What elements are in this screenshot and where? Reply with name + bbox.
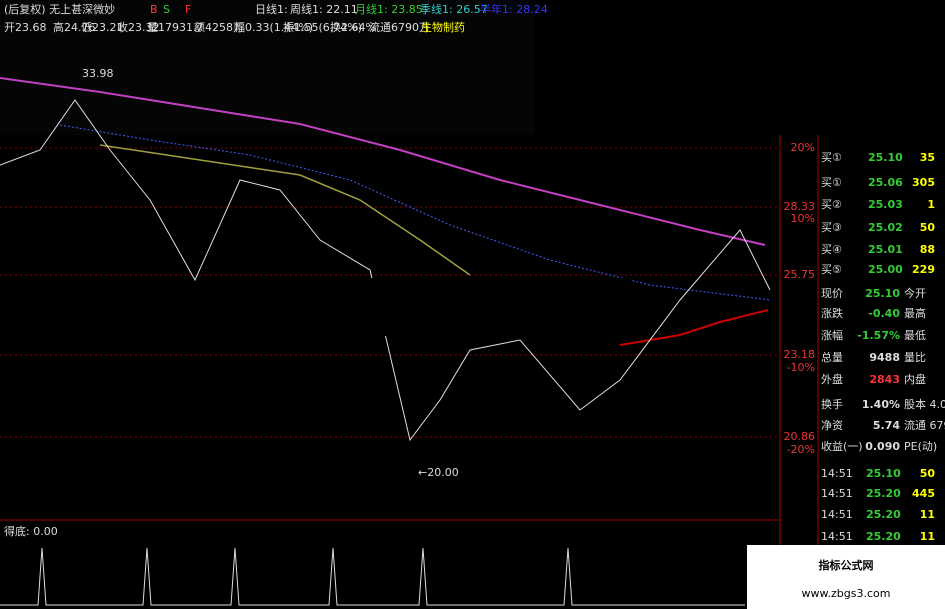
indicator-label: 得底: 0.00 [4,524,58,538]
stat: 生物制药 [421,20,465,34]
book-label: 买① [821,176,842,189]
ma-value: 季线1: 26.57 [420,2,488,16]
stat: 收23.32 [117,20,160,34]
quote-label: PE(动) [904,440,937,453]
trade-price: 25.10 [866,467,901,480]
trade-time: 14:51 [821,467,853,480]
axis-label: 28.33 [784,200,816,213]
book-volume: 35 [920,151,935,164]
annotation: 33.98 [82,67,114,80]
quote-value: 0.090 [865,440,900,453]
trade-price: 25.20 [866,487,901,500]
axis-label: 20.86 [784,430,816,443]
trade-volume: 11 [920,530,935,543]
quote-label: 收益(一) [821,439,863,453]
ma-value: 日线1: - [255,2,295,16]
trade-volume: 445 [912,487,935,500]
quote-label: 最高 [904,306,926,320]
quote-label: 股本 4.0 [904,397,945,411]
ma-value: 半年1: 28.24 [480,2,548,16]
book-label: 买④ [821,243,842,256]
watermark-title: 指标公式网 [819,558,874,572]
book-price: 25.06 [868,176,903,189]
indicator-line [0,547,745,606]
book-label: 买① [821,151,842,164]
quote-label: 涨跌 [821,306,843,320]
annotation: ←20.00 [418,466,459,479]
watermark-box [747,545,945,609]
book-volume: 1 [927,198,935,211]
stat: 额4258万 [194,21,244,34]
stat: 低23.21 [81,21,124,34]
ma-line [0,77,766,246]
quote-value: 9488 [869,351,900,364]
book-price: 25.03 [868,198,903,211]
ma-value: 周线1: 22.11 [290,2,358,16]
book-label: 买⑤ [821,263,842,276]
quote-label: 总量 [821,350,843,364]
quote-value: 5.74 [873,419,900,432]
stat: 换2.64% [330,20,376,34]
axis-label: 23.18 [784,348,816,361]
quote-label: 净资 [821,418,843,432]
quote-label: 现价 [821,287,843,300]
book-volume: 229 [912,263,935,276]
book-price: 25.00 [868,263,903,276]
ma-line [59,124,771,301]
trade-time: 14:51 [821,508,853,521]
quote-label: 外盘 [821,372,843,386]
quote-label: 今开 [904,286,926,300]
book-volume: 50 [920,221,936,234]
axis-label: 25.75 [784,268,816,281]
stat: 振1.55(6.74%) [283,20,362,34]
axis-label: -20% [787,443,815,456]
price-path [0,99,771,442]
flag: F [185,3,191,16]
quote-label: 最低 [904,329,926,342]
quote-value: 1.40% [862,398,900,411]
book-volume: 305 [912,176,935,189]
ma-line [99,144,471,276]
quote-value: 2843 [869,373,900,386]
quote-label: 流通 679 [904,418,945,432]
book-label: 买② [821,198,842,211]
stat: 高24.76 [53,20,96,34]
axis-label: -10% [787,361,815,374]
quote-value: -0.40 [868,307,900,320]
ma-value: 月线1: 23.85 [355,2,423,16]
stat: 量17931.7 [147,21,204,34]
trade-volume: 50 [920,467,936,480]
book-price: 25.10 [868,151,903,164]
trade-time: 14:51 [821,487,853,500]
header-region [0,0,535,135]
stat: 幅0.33(1.44%) [234,21,313,34]
occluder [310,278,630,336]
trade-price: 25.20 [866,530,901,543]
quote-value: 25.10 [865,287,900,300]
title: (后复权) 无上甚深微妙 [4,2,115,16]
book-volume: 88 [920,243,935,256]
flag: S [163,3,170,16]
quote-label: 涨幅 [821,329,843,342]
trade-time: 14:51 [821,530,853,543]
quote-value: -1.57% [857,329,900,342]
axis-label: 10% [791,212,815,225]
trade-price: 25.20 [866,508,901,521]
book-label: 买③ [821,221,842,234]
stat: 流通6790万 [369,20,430,34]
watermark-url: www.zbgs3.com [802,587,891,600]
quote-label: 内盘 [904,372,926,386]
quote-label: 换手 [821,397,843,411]
stat: 开23.68 [4,21,47,34]
book-price: 25.01 [868,243,903,256]
book-price: 25.02 [868,221,903,234]
axis-label: 20% [791,141,815,154]
flag: B [150,3,158,16]
trade-volume: 11 [920,508,935,521]
quote-label: 量比 [904,351,926,364]
